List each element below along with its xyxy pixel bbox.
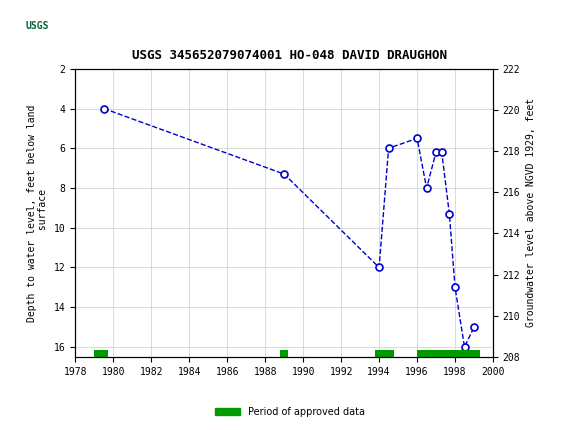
Text: USGS: USGS — [26, 21, 49, 31]
Bar — [375, 350, 394, 356]
Y-axis label: Groundwater level above NGVD 1929, feet: Groundwater level above NGVD 1929, feet — [526, 98, 536, 327]
Text: USGS: USGS — [90, 18, 126, 33]
Bar — [280, 350, 288, 356]
Text: USGS 345652079074001 HO-048 DAVID DRAUGHON: USGS 345652079074001 HO-048 DAVID DRAUGH… — [132, 49, 448, 62]
Legend: Period of approved data: Period of approved data — [212, 403, 368, 421]
Y-axis label: Depth to water level, feet below land
 surface: Depth to water level, feet below land su… — [27, 104, 48, 322]
FancyBboxPatch shape — [6, 4, 70, 47]
Bar — [417, 350, 480, 356]
Bar — [95, 350, 108, 356]
